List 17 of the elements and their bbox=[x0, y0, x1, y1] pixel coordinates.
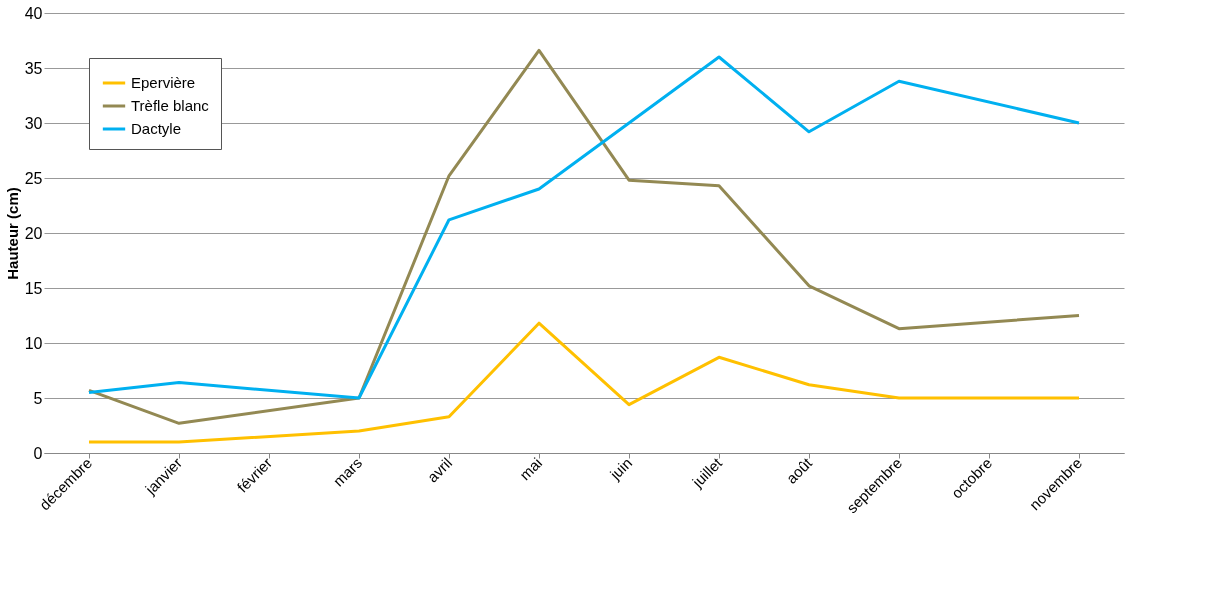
y-tick-label: 10 bbox=[24, 334, 43, 352]
y-tick-label: 40 bbox=[24, 4, 43, 22]
x-tick-label: juin bbox=[605, 454, 636, 484]
y-tick-label: 5 bbox=[33, 389, 43, 407]
y-tick-label: 35 bbox=[24, 59, 43, 77]
legend-label: Dactyle bbox=[131, 120, 182, 137]
y-tick-label: 15 bbox=[24, 279, 43, 297]
line-series bbox=[87, 321, 1081, 444]
x-tick-label: mai bbox=[516, 454, 546, 484]
legend-label: Epervière bbox=[131, 74, 196, 91]
x-tick-label: avril bbox=[423, 454, 456, 486]
y-axis-title: Hauteur (cm) bbox=[3, 187, 21, 280]
y-tick-label: 25 bbox=[24, 169, 43, 187]
y-tick-label: 30 bbox=[24, 114, 43, 132]
legend-label: Trèfle blanc bbox=[131, 97, 210, 114]
y-tick-label: 0 bbox=[33, 444, 43, 462]
y-tick-label: 20 bbox=[24, 224, 43, 242]
